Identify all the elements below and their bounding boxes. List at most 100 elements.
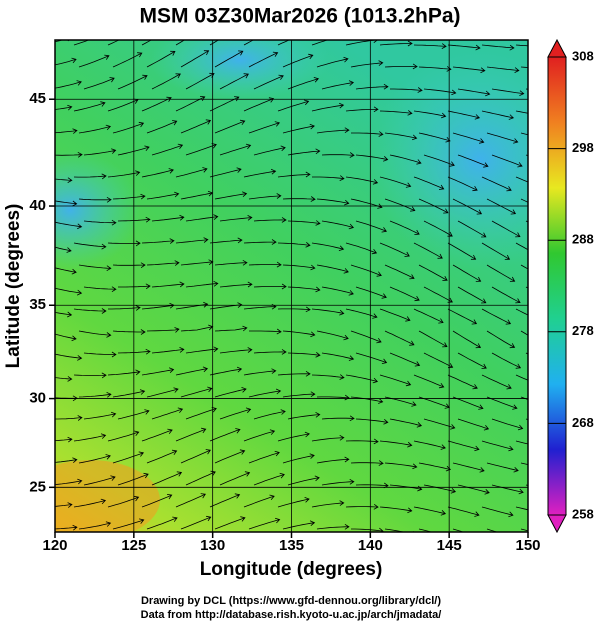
streamline: [486, 396, 518, 410]
streamline: [112, 193, 146, 200]
streamline: [107, 40, 120, 46]
streamline: [141, 367, 175, 376]
streamline: [389, 418, 423, 428]
streamline: [253, 145, 286, 156]
streamline: [384, 462, 418, 470]
streamline: [83, 351, 117, 358]
streamline: [214, 449, 246, 464]
streamline: [457, 220, 487, 238]
streamline: [55, 267, 77, 275]
streamline: [185, 470, 216, 486]
streamline: [452, 462, 485, 473]
streamline: [282, 330, 316, 338]
streamline: [248, 51, 279, 68]
plot-frame: [54, 39, 529, 533]
streamline: [112, 518, 145, 530]
streamline: [253, 74, 284, 90]
streamline: [311, 40, 329, 46]
y-tick-label: 25: [29, 478, 46, 495]
streamline: [248, 388, 282, 398]
streamline: [243, 97, 275, 112]
streamline: [413, 43, 447, 49]
streamline: [350, 264, 382, 277]
streamline: [55, 333, 77, 342]
streamline: [175, 366, 209, 376]
streamline: [253, 349, 287, 355]
streamline: [219, 73, 249, 90]
streamline: [520, 462, 528, 465]
streamline: [311, 374, 345, 380]
streamline: [277, 171, 311, 178]
colorbar-tick-label: 258: [572, 506, 594, 521]
streamline: [151, 73, 181, 90]
streamline: [151, 407, 184, 420]
streamline: [486, 330, 516, 349]
streamline: [345, 374, 379, 384]
streamline: [486, 264, 516, 282]
x-tick-label: 130: [200, 537, 225, 554]
streamline: [384, 132, 418, 141]
streamline: [345, 503, 379, 510]
streamline: [287, 77, 320, 90]
streamline: [418, 198, 449, 214]
streamline: [180, 50, 210, 68]
streamline: [151, 471, 183, 486]
streamline: [78, 264, 112, 272]
streamline: [180, 515, 212, 530]
streamline: [481, 374, 512, 390]
streamline: [73, 242, 107, 250]
x-tick-label: 150: [515, 537, 540, 554]
streamline: [55, 177, 73, 183]
streamline: [452, 132, 485, 144]
streamline: [78, 454, 111, 464]
streamline: [515, 242, 528, 251]
streamline: [112, 121, 145, 134]
streamline: [282, 196, 316, 202]
streamline: [350, 396, 384, 404]
streamline: [447, 440, 480, 452]
streamline: [413, 308, 444, 324]
streamline: [55, 502, 73, 508]
y-tick-label: 30: [29, 390, 46, 407]
streamline: [151, 143, 184, 156]
streamline: [413, 176, 445, 190]
streamline: [73, 173, 107, 180]
streamline: [457, 88, 491, 97]
streamline: [141, 96, 172, 112]
streamline: [287, 220, 321, 226]
streamline: [413, 506, 447, 516]
streamline: [209, 428, 241, 442]
streamline: [282, 53, 314, 68]
streamline: [321, 478, 355, 486]
streamline: [214, 325, 248, 332]
streamline: [107, 369, 141, 376]
streamline: [481, 440, 514, 452]
streamline: [141, 40, 153, 46]
streamline: [389, 154, 422, 165]
streamline: [491, 220, 521, 238]
streamline: [515, 440, 528, 445]
streamline: [452, 330, 482, 349]
streamline: [384, 198, 416, 212]
streamline: [107, 240, 141, 247]
streamline: [447, 110, 481, 120]
streamline: [214, 516, 246, 530]
streamline: [447, 374, 478, 390]
streamline: [311, 102, 345, 112]
streamline: [180, 386, 213, 398]
footer-line: Data from http://database.rish.kyoto-u.a…: [141, 609, 442, 621]
streamline: [389, 286, 420, 302]
streamline: [83, 475, 116, 486]
chart-title: MSM 03Z30Mar2026 (1013.2hPa): [140, 5, 461, 28]
streamline: [345, 176, 379, 185]
streamline: [214, 50, 244, 68]
streamline: [282, 453, 315, 464]
streamline: [180, 449, 211, 464]
streamline: [117, 472, 149, 486]
streamline: [78, 196, 112, 203]
streamline: [282, 391, 316, 398]
streamline: [491, 484, 524, 495]
streamline: [355, 220, 387, 233]
streamline: [520, 330, 528, 336]
